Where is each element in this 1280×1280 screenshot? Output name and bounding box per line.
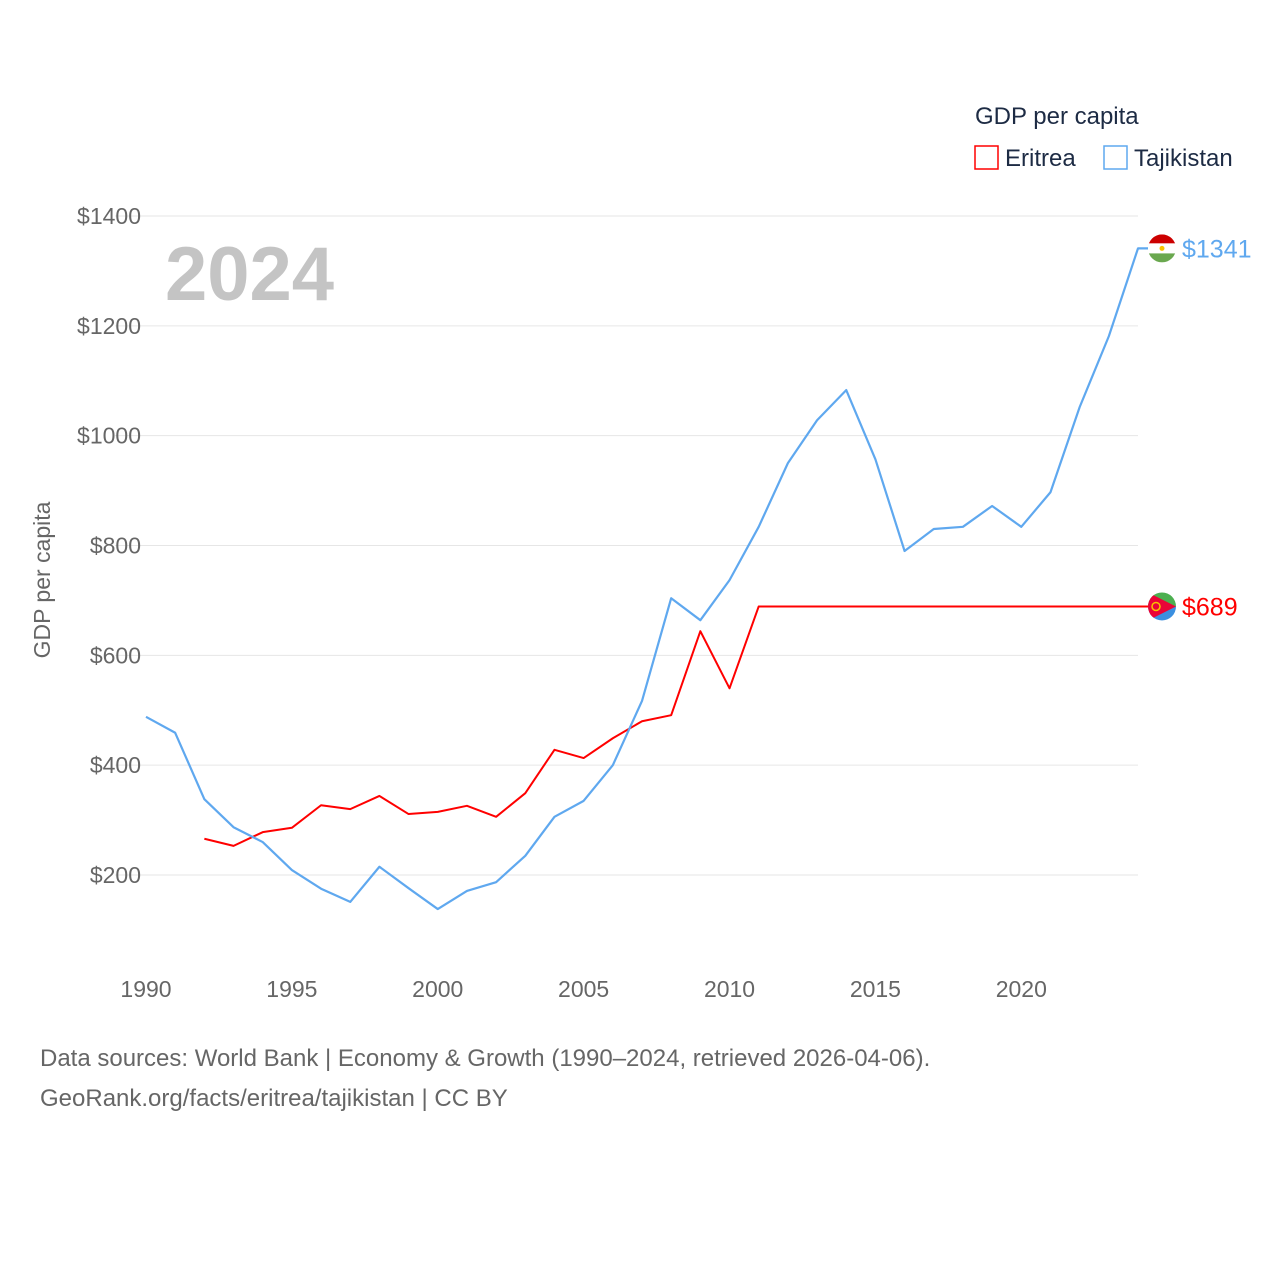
x-tick-label: 2015 <box>850 976 901 1002</box>
x-tick-label: 2000 <box>412 976 463 1002</box>
flag-crown <box>1159 245 1165 251</box>
y-tick-label: $200 <box>90 862 141 888</box>
legend-title: GDP per capita <box>975 103 1139 130</box>
x-tick-label: 1995 <box>266 976 317 1002</box>
y-tick-label: $400 <box>90 752 141 778</box>
legend-swatch-tajikistan <box>1103 145 1128 170</box>
x-tick-label: 2020 <box>996 976 1047 1002</box>
end-value-label-eritrea: $689 <box>1182 593 1238 621</box>
end-markers: $689 $1341 <box>1148 234 1252 621</box>
legend-label-eritrea: Eritrea <box>1005 145 1076 172</box>
y-tick-label: $600 <box>90 642 141 668</box>
legend-swatch-eritrea <box>974 145 999 170</box>
x-tick-label: 1990 <box>120 976 171 1002</box>
flag-triangle <box>1148 592 1176 621</box>
x-tick-label: 2005 <box>558 976 609 1002</box>
series-line-tajikistan <box>145 247 1148 911</box>
flag-icon-eritrea <box>1148 592 1176 621</box>
x-tick-label: 2010 <box>704 976 755 1002</box>
y-tick-labels: $200 $400 $600 $800 $1000 $1200 $1400 <box>77 203 141 888</box>
y-axis-label: GDP per capita <box>29 501 55 658</box>
y-tick-label: $1000 <box>77 423 141 449</box>
y-tick-label: $1400 <box>77 203 141 229</box>
legend: GDP per capita Eritrea Tajikistan <box>974 103 1233 172</box>
y-tick-label: $1200 <box>77 313 141 339</box>
flag-body <box>1148 592 1176 621</box>
footer-link[interactable]: GeoRank.org/facts/eritrea/tajikistan | C… <box>40 1085 508 1112</box>
series-lines <box>145 247 1148 911</box>
y-tick-label: $800 <box>90 533 141 559</box>
flag-stripe <box>1148 234 1176 244</box>
flag-icon-tajikistan <box>1148 234 1176 263</box>
legend-label-tajikistan: Tajikistan <box>1134 145 1233 172</box>
end-value-label-tajikistan: $1341 <box>1182 235 1252 263</box>
series-line-eritrea <box>204 605 1148 847</box>
x-tick-labels: 1990 1995 2000 2005 2010 2015 2020 <box>120 976 1046 1002</box>
grid-lines <box>115 215 1138 876</box>
year-watermark: 2024 <box>165 232 334 317</box>
flag-stripe <box>1148 253 1176 263</box>
flag-emblem <box>1151 601 1161 612</box>
flag-body <box>1148 234 1176 263</box>
footer-sources: Data sources: World Bank | Economy & Gro… <box>40 1045 931 1072</box>
